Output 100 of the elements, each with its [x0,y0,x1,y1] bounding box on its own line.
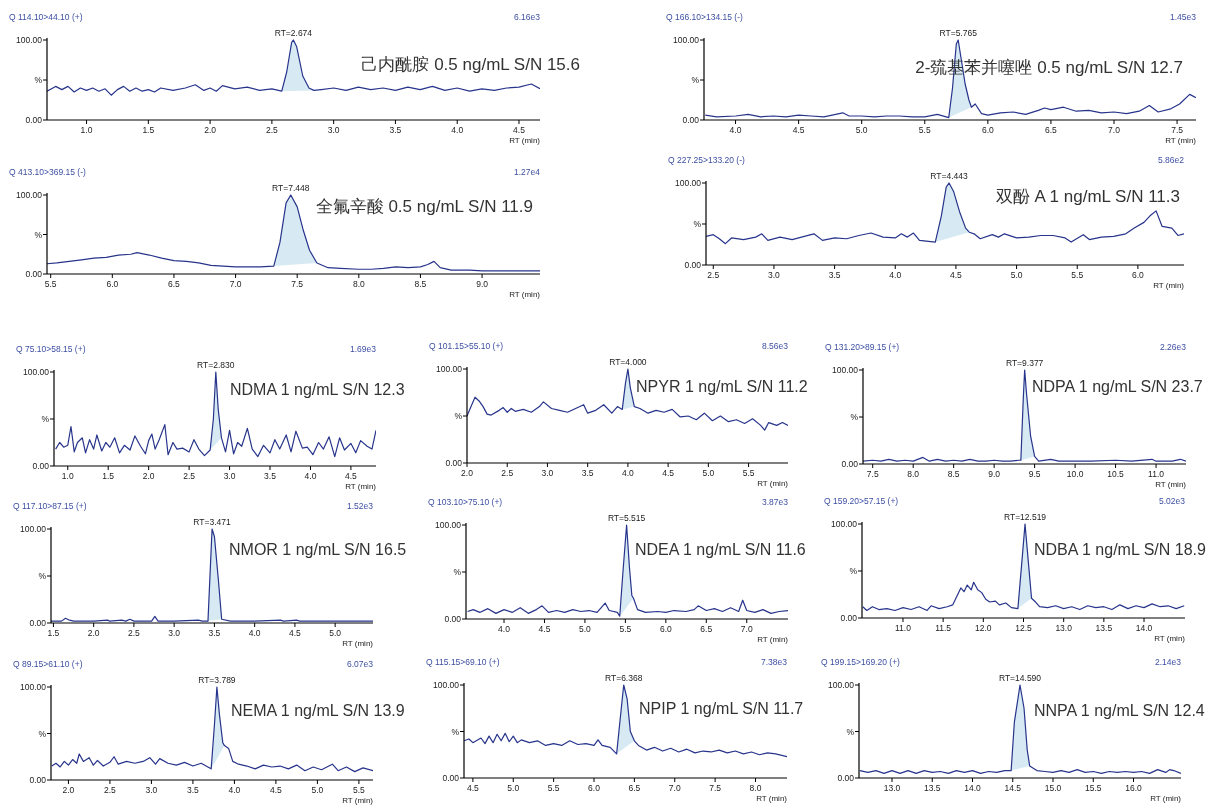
y-tick-label: % [34,75,43,85]
x-tick-label: 11.0 [1148,469,1165,479]
annotation: 双酚 A 1 ng/mL S/N 11.3 [995,187,1180,206]
x-tick-label: 7.5 [1171,125,1184,135]
x-axis-title: RT (min) [1165,136,1197,145]
annotation: RT=14.590 [998,673,1042,683]
x-tick-label: 1.0 [80,125,93,135]
x-axis-title: RT (min) [1155,480,1187,489]
x-tick-label: 3.0 [327,125,340,135]
x-tick-label: 4.5 [662,468,675,478]
title: Q 199.15>169.20 (+) [821,657,900,667]
y-tick-label: 100.00 [675,178,702,188]
annotation: NDPA 1 ng/mL S/N 23.7 [1032,378,1203,395]
x-tick-label: 5.5 [44,279,57,289]
x-tick-label: 7.0 [740,624,753,634]
subtitle: 6.16e3 [514,12,540,22]
y-tick-label: % [846,726,855,737]
y-tick-label: % [38,571,47,581]
annotation: RT=12.519 [1003,512,1047,522]
x-tick-label: 9.0 [476,279,489,289]
title: Q 131.20>89.15 (+) [825,342,900,352]
annotation: NPYR 1 ng/mL S/N 11.2 [636,378,808,395]
x-tick-label: 10.5 [1107,469,1125,479]
x-tick-label: 7.0 [229,279,242,289]
y-tick-label: 0.00 [837,773,855,783]
x-tick-label: 1.5 [142,125,155,135]
x-tick-label: 2.5 [128,628,141,638]
x-axis-title: RT (min) [509,290,541,299]
x-tick-label: 6.0 [659,624,673,634]
x-axis-title: RT (min) [757,479,789,488]
subtitle: 2.26e3 [1160,342,1186,352]
x-tick-label: 11.5 [935,623,952,633]
x-tick-label: 2.5 [104,785,117,795]
subtitle: 7.38e3 [761,657,787,667]
annotation: NMOR 1 ng/mL S/N 16.5 [229,541,407,558]
subtitle: 1.52e3 [347,501,373,511]
x-tick-label: 8.5 [947,469,960,479]
y-tick-label: % [451,726,460,737]
title: Q 89.15>61.10 (+) [13,659,83,669]
y-tick-label: 0.00 [682,115,700,125]
annotation: RT=2.830 [197,360,235,370]
x-tick-label: 3.0 [145,785,158,795]
x-tick-label: 4.0 [304,471,317,481]
x-tick-label: 8.0 [352,279,365,289]
y-tick-label: 100.00 [831,519,858,529]
x-tick-label: 1.5 [47,628,60,638]
x-tick-label: 3.0 [541,468,554,478]
y-tick-label: 0.00 [29,775,47,785]
x-tick-label: 3.5 [208,628,221,638]
x-tick-label: 2.0 [461,468,474,478]
y-tick-label: 100.00 [16,35,43,45]
x-tick-label: 7.5 [866,469,879,479]
x-tick-label: 5.0 [855,125,868,135]
x-tick-label: 4.0 [621,468,635,478]
x-tick-label: 8.0 [749,783,762,793]
x-tick-label: 4.0 [729,125,742,135]
x-tick-label: 5.0 [329,628,342,638]
x-tick-label: 8.0 [907,469,920,479]
title: Q 114.10>44.10 (+) [9,12,83,22]
x-tick-label: 3.5 [828,270,841,280]
y-tick-label: % [41,414,50,424]
x-axis-title: RT (min) [1153,281,1185,290]
annotation: NPIP 1 ng/mL S/N 11.7 [639,700,804,717]
subtitle: 8.56e3 [762,341,788,351]
x-axis-title: RT (min) [1150,794,1182,803]
annotation: RT=7.448 [272,183,310,193]
annotation: NDEA 1 ng/mL S/N 11.6 [635,541,806,558]
x-tick-label: 3.5 [264,471,277,481]
x-tick-label: 14.5 [1004,783,1022,793]
x-tick-label: 5.5 [619,624,632,634]
y-tick-label: 0.00 [445,458,463,468]
subtitle: 1.45e3 [1170,12,1196,22]
y-tick-label: 0.00 [444,614,462,624]
x-tick-label: 9.0 [988,469,1001,479]
x-tick-label: 13.5 [923,783,941,793]
y-tick-label: 100.00 [436,364,463,374]
x-tick-label: 6.0 [106,279,119,289]
y-tick-label: 100.00 [20,682,47,692]
x-tick-label: 7.5 [291,279,304,289]
annotation: RT=5.515 [607,513,646,523]
annotation: RT=3.471 [193,517,232,527]
annotation: RT=4.443 [930,171,968,181]
x-tick-label: 6.0 [1131,270,1145,280]
annotation: RT=2.674 [274,28,313,38]
x-tick-label: 1.0 [61,471,74,481]
annotation: RT=9.377 [1005,358,1044,368]
x-tick-label: 5.5 [547,783,560,793]
y-tick-label: % [849,566,858,576]
y-tick-label: 0.00 [25,115,43,125]
x-axis-title: RT (min) [342,639,374,648]
y-tick-label: % [850,412,859,422]
annotation: RT=5.765 [939,28,978,38]
x-tick-label: 13.0 [1055,623,1073,633]
y-tick-label: % [38,728,47,739]
title: Q 227.25>133.20 (-) [668,155,745,165]
x-tick-label: 4.5 [792,125,805,135]
x-tick-label: 5.5 [1071,270,1084,280]
title: Q 166.10>134.15 (-) [666,12,743,22]
y-tick-label: 0.00 [25,269,43,279]
annotation: 全氟辛酸 0.5 ng/mL S/N 11.9 [315,197,533,216]
